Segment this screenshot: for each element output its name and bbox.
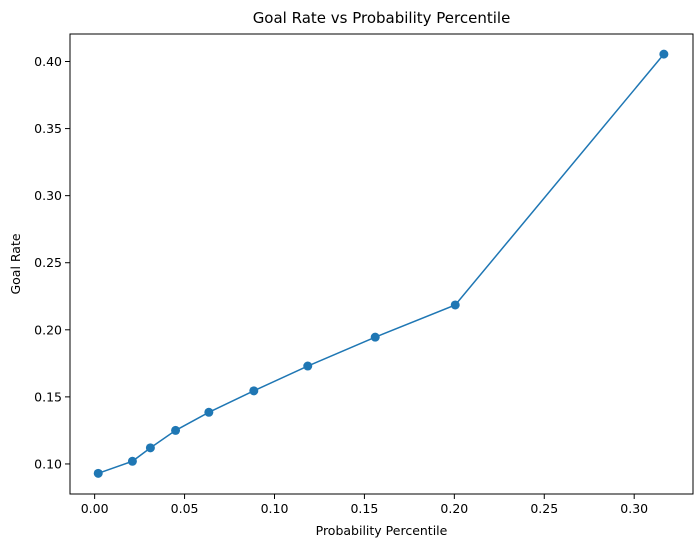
series-layer xyxy=(93,49,669,478)
series-line xyxy=(97,53,665,475)
x-ticks: 0.00 0.05 0.10 0.15 0.20 0.25 0.30 xyxy=(81,494,648,516)
y-tick-label: 0.35 xyxy=(34,121,62,136)
data-point xyxy=(659,49,669,59)
data-point xyxy=(127,456,137,466)
y-tick-label: 0.40 xyxy=(34,54,62,69)
x-tick-label: 0.10 xyxy=(261,501,289,516)
y-tick-label: 0.15 xyxy=(34,389,62,404)
y-axis-label: Goal Rate xyxy=(8,233,23,294)
data-point xyxy=(171,425,181,435)
data-point xyxy=(145,443,155,453)
y-tick-label: 0.20 xyxy=(34,322,62,337)
x-axis-label: Probability Percentile xyxy=(316,523,448,538)
chart-title: Goal Rate vs Probability Percentile xyxy=(253,9,511,27)
y-ticks: 0.10 0.15 0.20 0.25 0.30 0.35 0.40 xyxy=(34,54,70,471)
x-tick-label: 0.05 xyxy=(171,501,199,516)
x-tick-label: 0.30 xyxy=(620,501,648,516)
y-tick-label: 0.25 xyxy=(34,255,62,270)
y-tick-label: 0.10 xyxy=(34,456,62,471)
data-point xyxy=(249,386,259,396)
x-tick-label: 0.25 xyxy=(530,501,558,516)
plot-background xyxy=(70,34,693,494)
x-tick-label: 0.15 xyxy=(350,501,378,516)
x-tick-label: 0.00 xyxy=(81,501,109,516)
data-point xyxy=(303,361,313,371)
x-tick-label: 0.20 xyxy=(440,501,468,516)
data-point xyxy=(370,332,380,342)
data-point xyxy=(450,300,460,310)
data-point xyxy=(93,468,103,478)
y-tick-label: 0.30 xyxy=(34,188,62,203)
plot-frame xyxy=(69,33,694,495)
data-point xyxy=(204,407,214,417)
